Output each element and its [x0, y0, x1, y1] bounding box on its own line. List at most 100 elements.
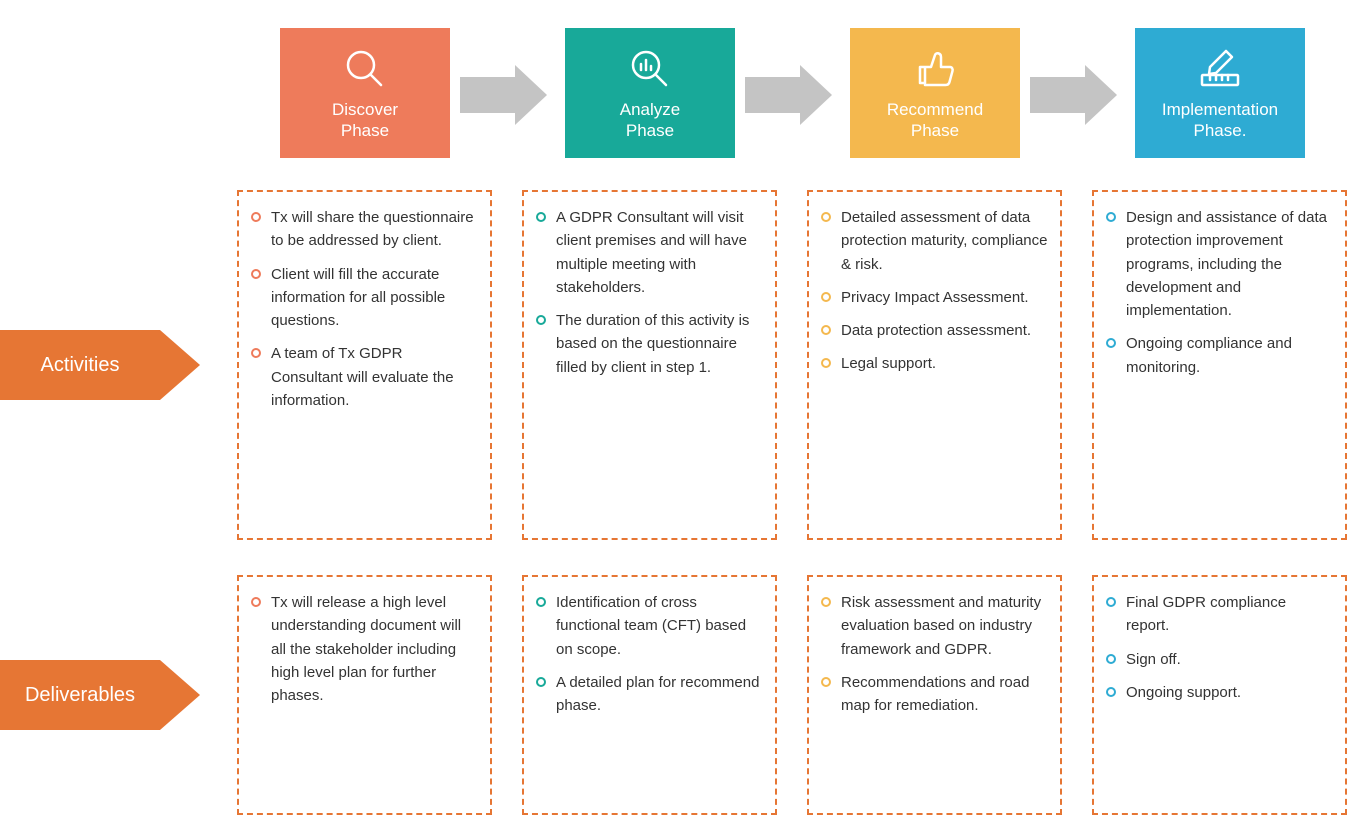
phase-title-recommend: RecommendPhase	[887, 99, 983, 142]
phase-title-line1: Implementation	[1162, 99, 1278, 120]
bullet-ring-icon	[251, 348, 261, 358]
deliverables-box-recommend: Risk assessment and maturity evaluation …	[807, 575, 1062, 815]
phase-title-line1: Discover	[332, 99, 398, 120]
bullet-ring-icon	[536, 212, 546, 222]
list-item: Tx will share the questionnaire to be ad…	[249, 206, 478, 253]
list-item-text: Final GDPR compliance report.	[1126, 594, 1286, 634]
list-item-text: Design and assistance of data protection…	[1126, 209, 1327, 319]
list-item-text: Legal support.	[841, 355, 936, 372]
phase-title-line1: Analyze	[620, 99, 680, 120]
phase-title-discover: DiscoverPhase	[332, 99, 398, 142]
list-item-text: Tx will share the questionnaire to be ad…	[271, 209, 474, 249]
list-item: Client will fill the accurate informatio…	[249, 263, 478, 333]
phase-title-line2: Phase	[332, 120, 398, 141]
list-item-text: Recommendations and road map for remedia…	[841, 674, 1029, 714]
bullet-ring-icon	[821, 677, 831, 687]
activities-box-discover: Tx will share the questionnaire to be ad…	[237, 190, 492, 540]
bullet-ring-icon	[1106, 212, 1116, 222]
bullet-ring-icon	[251, 212, 261, 222]
row-label-activities-text: Activities	[41, 354, 120, 377]
bullet-ring-icon	[821, 325, 831, 335]
list-item: A detailed plan for recommend phase.	[534, 671, 763, 718]
list-item: Risk assessment and maturity evaluation …	[819, 591, 1048, 661]
bullet-ring-icon	[821, 358, 831, 368]
phase-arrow-body	[460, 77, 515, 113]
list-item: Sign off.	[1104, 648, 1333, 671]
list-item: Legal support.	[819, 352, 1048, 375]
bullet-ring-icon	[821, 292, 831, 302]
bullet-ring-icon	[1106, 338, 1116, 348]
list-item: Ongoing support.	[1104, 681, 1333, 704]
phase-arrow-3	[1030, 65, 1120, 125]
deliverables-box-implementation: Final GDPR compliance report. Sign off. On…	[1092, 575, 1347, 815]
phase-arrow-1	[460, 65, 550, 125]
phase-arrow-head	[515, 65, 547, 125]
list-item-text: The duration of this activity is based o…	[556, 312, 749, 376]
deliverables-list: Final GDPR compliance report. Sign off. On…	[1104, 591, 1333, 704]
activities-box-implementation: Design and assistance of data protection…	[1092, 190, 1347, 540]
row-label-deliverables-arrowhead	[160, 660, 200, 730]
row-label-deliverables-body: Deliverables	[0, 660, 160, 730]
list-item-text: Risk assessment and maturity evaluation …	[841, 594, 1041, 658]
row-label-activities-body: Activities	[0, 330, 160, 400]
bullet-ring-icon	[1106, 654, 1116, 664]
phase-box-recommend: RecommendPhase	[850, 28, 1020, 158]
list-item-text: Identification of cross functional team …	[556, 594, 746, 658]
list-item: A GDPR Consultant will visit client prem…	[534, 206, 763, 299]
list-item: Ongoing compliance and monitoring.	[1104, 332, 1333, 379]
bullet-ring-icon	[251, 597, 261, 607]
deliverables-box-discover: Tx will release a high level understandi…	[237, 575, 492, 815]
phase-box-discover: DiscoverPhase	[280, 28, 450, 158]
phase-box-implementation: ImplementationPhase.	[1135, 28, 1305, 158]
bullet-ring-icon	[1106, 597, 1116, 607]
list-item-text: A GDPR Consultant will visit client prem…	[556, 209, 747, 296]
phase-title-line2: Phase	[887, 120, 983, 141]
list-item: Detailed assessment of data protection m…	[819, 206, 1048, 276]
list-item-text: Ongoing support.	[1126, 684, 1241, 701]
phase-arrow-2	[745, 65, 835, 125]
activities-list: Detailed assessment of data protection m…	[819, 206, 1048, 376]
row-label-deliverables-text: Deliverables	[25, 684, 135, 707]
list-item: The duration of this activity is based o…	[534, 309, 763, 379]
bullet-ring-icon	[251, 269, 261, 279]
list-item: Final GDPR compliance report.	[1104, 591, 1333, 638]
list-item-text: Data protection assessment.	[841, 322, 1031, 339]
list-item-text: A detailed plan for recommend phase.	[556, 674, 759, 714]
row-label-activities: Activities	[0, 330, 200, 400]
row-label-deliverables: Deliverables	[0, 660, 200, 730]
phase-title-line2: Phase	[620, 120, 680, 141]
phase-box-analyze: AnalyzePhase	[565, 28, 735, 158]
activities-box-analyze: A GDPR Consultant will visit client prem…	[522, 190, 777, 540]
bullet-ring-icon	[1106, 687, 1116, 697]
list-item: Data protection assessment.	[819, 319, 1048, 342]
bullet-ring-icon	[536, 315, 546, 325]
list-item: Recommendations and road map for remedia…	[819, 671, 1048, 718]
list-item: Identification of cross functional team …	[534, 591, 763, 661]
deliverables-list: Risk assessment and maturity evaluation …	[819, 591, 1048, 717]
phase-title-implementation: ImplementationPhase.	[1162, 99, 1278, 142]
bullet-ring-icon	[536, 677, 546, 687]
phase-arrow-body	[1030, 77, 1085, 113]
list-item: A team of Tx GDPR Consultant will evalua…	[249, 342, 478, 412]
phase-arrow-body	[745, 77, 800, 113]
thumbs-up-icon	[911, 45, 959, 93]
list-item: Tx will release a high level understandi…	[249, 591, 478, 707]
deliverables-list: Tx will release a high level understandi…	[249, 591, 478, 707]
bullet-ring-icon	[536, 597, 546, 607]
list-item-text: Ongoing compliance and monitoring.	[1126, 335, 1292, 375]
list-item-text: Privacy Impact Assessment.	[841, 289, 1029, 306]
list-item-text: Sign off.	[1126, 651, 1181, 668]
list-item: Privacy Impact Assessment.	[819, 286, 1048, 309]
activities-list: Tx will share the questionnaire to be ad…	[249, 206, 478, 412]
phase-arrow-head	[800, 65, 832, 125]
deliverables-box-analyze: Identification of cross functional team …	[522, 575, 777, 815]
phase-title-analyze: AnalyzePhase	[620, 99, 680, 142]
activities-list: A GDPR Consultant will visit client prem…	[534, 206, 763, 379]
bullet-ring-icon	[821, 212, 831, 222]
list-item-text: Client will fill the accurate informatio…	[271, 266, 445, 330]
activities-list: Design and assistance of data protection…	[1104, 206, 1333, 379]
list-item-text: Tx will release a high level understandi…	[271, 594, 461, 704]
list-item: Design and assistance of data protection…	[1104, 206, 1333, 322]
phase-title-line2: Phase.	[1162, 120, 1278, 141]
ruler-pencil-icon	[1196, 45, 1244, 93]
